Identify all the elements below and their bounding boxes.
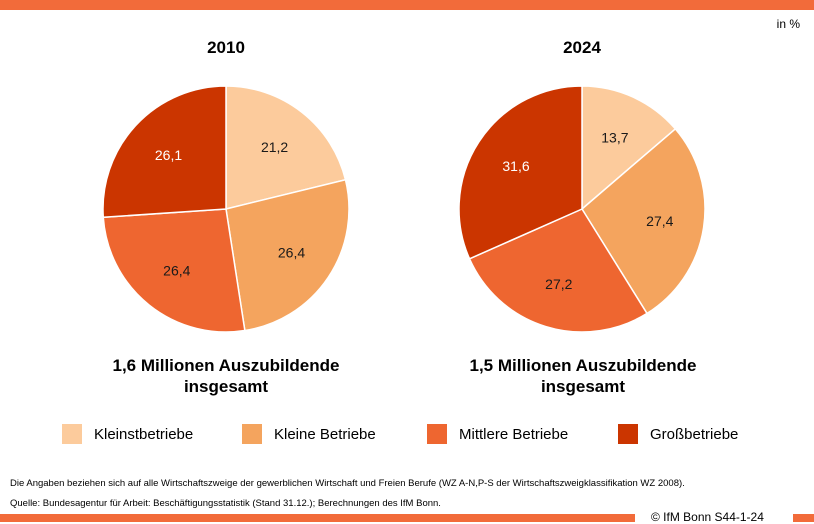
pie-slice-grossbetriebe	[102, 85, 227, 219]
total-2010-line2: insgesamt	[183, 377, 269, 396]
total-2010: 1,6 Millionen Auszubildende insgesamt	[76, 355, 376, 397]
legend-item-kleine-betriebe: Kleine Betriebe	[242, 424, 376, 444]
legend-item-grossbetriebe: Großbetriebe	[618, 424, 738, 444]
data-label-kleinstbetriebe: 13,7	[601, 130, 628, 146]
top-accent-bar	[0, 0, 814, 10]
pie-chart-2010: 21,2 26,4 26,4 26,1	[102, 85, 350, 333]
total-2024: 1,5 Millionen Auszubildende insgesamt	[433, 355, 733, 397]
legend: Kleinstbetriebe Kleine Betriebe Mittlere…	[0, 424, 814, 448]
legend-label: Kleine Betriebe	[274, 425, 376, 443]
pie-chart-2024: 13,7 27,4 27,2 31,6	[458, 85, 706, 333]
legend-label: Großbetriebe	[650, 425, 739, 443]
bottom-accent-bar	[0, 514, 635, 522]
footnote: Die Angaben beziehen sich auf alle Wirts…	[10, 478, 685, 489]
data-label-mittlere-betriebe: 27,2	[545, 276, 572, 292]
pie-charts: 21,2 26,4 26,4 26,1 13,7 27,4 27,2 31,6	[102, 85, 706, 333]
legend-item-kleinstbetriebe: Kleinstbetriebe	[62, 424, 193, 444]
legend-label: Kleinstbetriebe	[94, 425, 194, 443]
unit-label: in %	[776, 17, 800, 31]
legend-swatch	[62, 424, 82, 444]
data-label-kleine-betriebe: 27,4	[646, 213, 673, 229]
legend-item-mittlere-betriebe: Mittlere Betriebe	[427, 424, 568, 444]
total-2024-line2: insgesamt	[540, 377, 626, 396]
pie-slice-kleine-betriebe	[581, 127, 706, 315]
pie-slice-mittlere-betriebe	[102, 208, 246, 333]
data-label-grossbetriebe: 31,6	[502, 158, 529, 174]
legend-swatch	[618, 424, 638, 444]
chart-title-2010: 2010	[207, 38, 245, 57]
legend-label: Mittlere Betriebe	[459, 425, 569, 443]
data-label-kleinstbetriebe: 21,2	[261, 139, 288, 155]
legend-swatch	[427, 424, 447, 444]
source-note: Quelle: Bundesagentur für Arbeit: Beschä…	[10, 498, 441, 509]
pie-slice-kleinstbetriebe	[225, 85, 347, 210]
pie-slice-grossbetriebe	[458, 85, 583, 260]
copyright: © IfM Bonn S44-1-24	[651, 510, 764, 524]
total-2010-line1: 1,6 Millionen Auszubildende	[112, 356, 340, 375]
pie-slice-kleine-betriebe	[225, 178, 350, 332]
total-2024-line1: 1,5 Millionen Auszubildende	[469, 356, 697, 375]
legend-swatch	[242, 424, 262, 444]
data-label-kleine-betriebe: 26,4	[278, 245, 305, 261]
pie-slice-kleinstbetriebe	[581, 85, 677, 211]
data-label-mittlere-betriebe: 26,4	[163, 263, 190, 279]
data-label-grossbetriebe: 26,1	[155, 147, 182, 163]
chart-title-2024: 2024	[563, 38, 601, 57]
bottom-accent-bar-right	[793, 514, 814, 522]
